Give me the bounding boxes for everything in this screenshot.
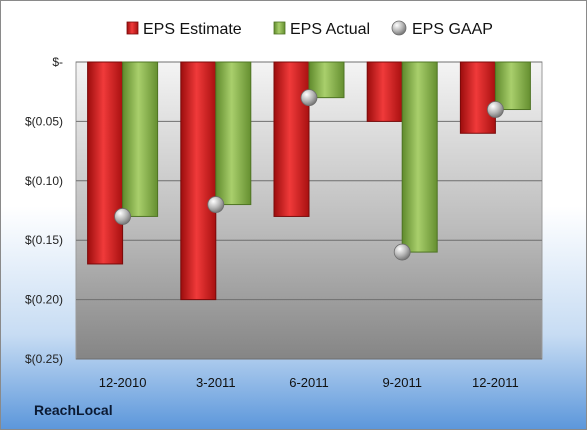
legend: EPS Estimate EPS Actual EPS GAAP bbox=[126, 20, 493, 38]
bar-eps-estimate bbox=[366, 61, 403, 122]
bars bbox=[87, 61, 531, 301]
legend-swatch bbox=[273, 21, 286, 35]
bar-eps-actual bbox=[494, 61, 531, 111]
y-axis-labels: $- $(0.05) $(0.10) $(0.15) $(0.20) $(0.25) bbox=[25, 55, 63, 366]
legend-eps-estimate: EPS Estimate bbox=[126, 21, 242, 38]
y-tick-label: $(0.25) bbox=[25, 352, 63, 366]
x-tick-label: 12-2010 bbox=[99, 375, 147, 390]
legend-eps-gaap: EPS GAAP bbox=[391, 20, 493, 38]
legend-label: EPS Actual bbox=[290, 21, 370, 38]
bar-eps-estimate bbox=[180, 61, 217, 301]
y-tick-label: $(0.15) bbox=[25, 233, 63, 247]
x-tick-label: 12-2011 bbox=[472, 375, 519, 390]
x-axis-labels: 12-2010 3-2011 6-2011 9-2011 12-2011 bbox=[99, 375, 519, 390]
bar-eps-estimate bbox=[459, 61, 496, 134]
legend-swatch bbox=[391, 20, 407, 36]
legend-label: EPS Estimate bbox=[143, 21, 242, 38]
marker-eps-gaap bbox=[300, 89, 318, 107]
bar-eps-actual bbox=[122, 61, 159, 217]
legend-swatch bbox=[126, 21, 139, 35]
gaap-markers bbox=[114, 89, 504, 261]
brand-label: ReachLocal bbox=[34, 402, 113, 418]
bar-eps-estimate bbox=[273, 61, 310, 217]
marker-eps-gaap bbox=[207, 196, 225, 213]
marker-eps-gaap bbox=[393, 243, 411, 261]
bar-eps-actual bbox=[215, 61, 252, 206]
y-tick-label: $(0.05) bbox=[25, 114, 63, 128]
y-tick-label: $(0.20) bbox=[25, 293, 63, 307]
legend-label: EPS GAAP bbox=[412, 21, 493, 38]
y-tick-label: $(0.10) bbox=[25, 174, 63, 188]
x-tick-label: 9-2011 bbox=[382, 375, 422, 390]
y-tick-label: $- bbox=[52, 55, 63, 69]
marker-eps-gaap bbox=[114, 208, 131, 225]
legend-eps-actual: EPS Actual bbox=[273, 21, 370, 38]
x-tick-label: 6-2011 bbox=[289, 375, 329, 390]
x-tick-label: 3-2011 bbox=[196, 375, 236, 390]
bar-eps-actual bbox=[401, 61, 438, 253]
bar-eps-estimate bbox=[87, 61, 124, 265]
marker-eps-gaap bbox=[486, 101, 504, 118]
